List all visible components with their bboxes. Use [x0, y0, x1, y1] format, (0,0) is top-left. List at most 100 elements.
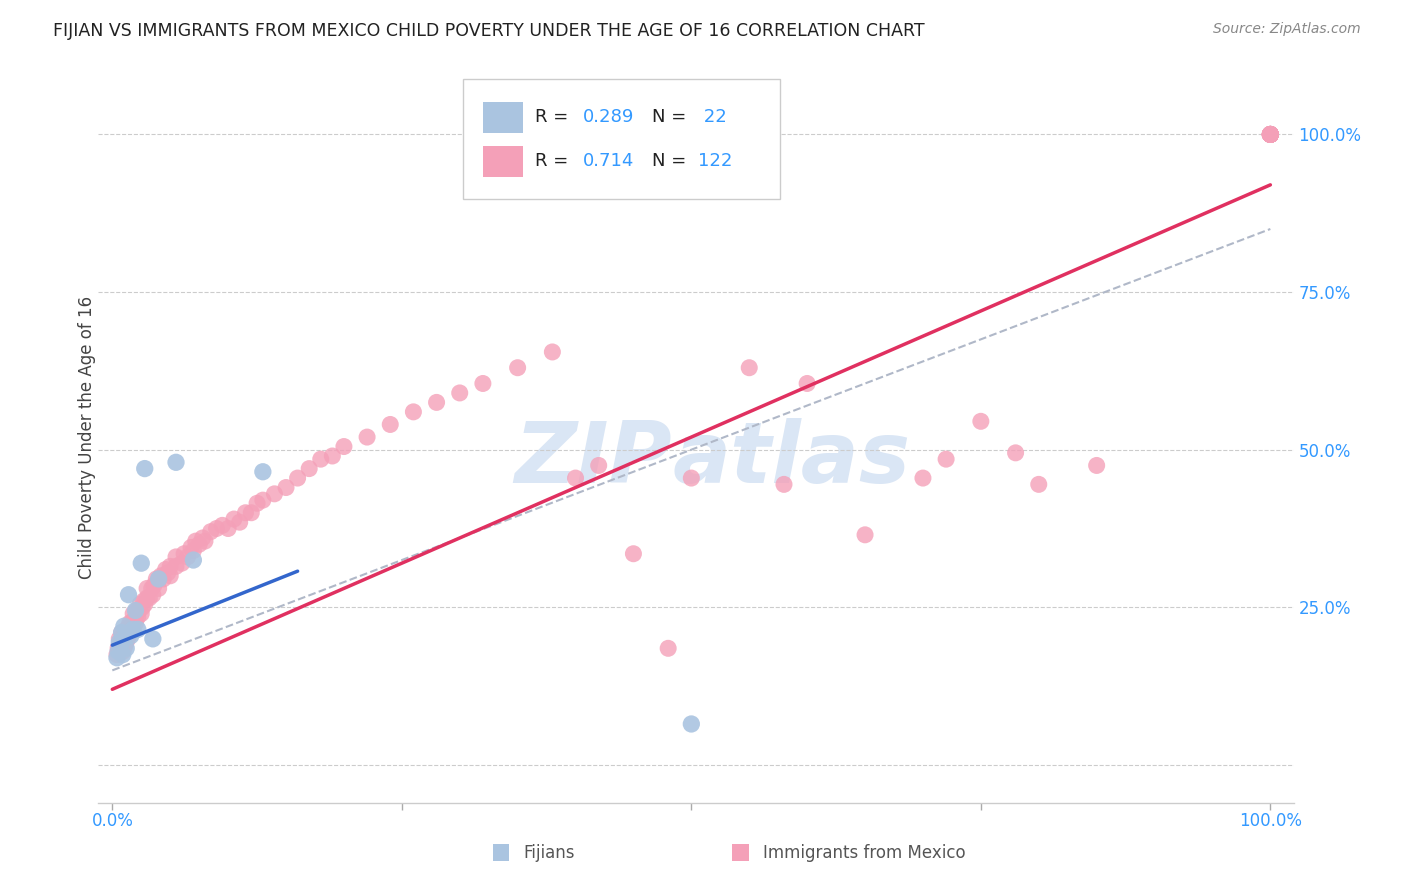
Point — [240, 506, 263, 520]
Point — [1260, 128, 1282, 142]
Point — [170, 556, 193, 570]
Point — [142, 632, 165, 646]
Point — [110, 641, 132, 656]
Point — [356, 430, 378, 444]
Point — [1260, 128, 1282, 142]
Point — [796, 376, 818, 391]
Point — [159, 569, 181, 583]
Point — [142, 588, 165, 602]
Point — [108, 635, 131, 649]
Text: 100.0%: 100.0% — [1239, 813, 1302, 830]
Text: N =: N = — [652, 109, 692, 127]
Point — [152, 572, 174, 586]
Point — [1260, 128, 1282, 142]
FancyBboxPatch shape — [494, 845, 509, 861]
Point — [117, 629, 139, 643]
Point — [184, 534, 207, 549]
Point — [110, 635, 132, 649]
Point — [183, 553, 205, 567]
Point — [506, 360, 529, 375]
Point — [129, 597, 152, 611]
Point — [129, 607, 152, 621]
Point — [121, 619, 143, 633]
Point — [681, 717, 703, 731]
Point — [120, 623, 142, 637]
Point — [449, 386, 471, 401]
Text: Source: ZipAtlas.com: Source: ZipAtlas.com — [1213, 22, 1361, 37]
Point — [122, 623, 145, 637]
Point — [105, 650, 128, 665]
Point — [1260, 128, 1282, 142]
Point — [970, 414, 993, 428]
Text: R =: R = — [534, 109, 574, 127]
Point — [149, 569, 172, 583]
Point — [111, 635, 134, 649]
Point — [1260, 128, 1282, 142]
Point — [127, 609, 149, 624]
FancyBboxPatch shape — [484, 102, 523, 133]
Point — [110, 644, 132, 658]
Point — [1028, 477, 1050, 491]
Text: 0.289: 0.289 — [582, 109, 634, 127]
Point — [274, 481, 297, 495]
Point — [564, 471, 586, 485]
Point — [222, 512, 245, 526]
Point — [112, 635, 135, 649]
Text: 0.0%: 0.0% — [91, 813, 134, 830]
Point — [380, 417, 402, 432]
Point — [118, 616, 141, 631]
Point — [471, 376, 494, 391]
FancyBboxPatch shape — [463, 78, 780, 200]
Point — [228, 515, 250, 529]
Point — [1260, 128, 1282, 142]
Text: 22: 22 — [699, 109, 727, 127]
Text: 0.714: 0.714 — [582, 153, 634, 170]
Y-axis label: Child Poverty Under the Age of 16: Child Poverty Under the Age of 16 — [79, 295, 96, 579]
Point — [165, 549, 187, 564]
Point — [112, 619, 135, 633]
Point — [252, 493, 274, 508]
Point — [134, 597, 156, 611]
Point — [235, 506, 257, 520]
Point — [1260, 128, 1282, 142]
FancyBboxPatch shape — [484, 146, 523, 177]
Point — [131, 600, 153, 615]
Point — [111, 644, 134, 658]
Text: Immigrants from Mexico: Immigrants from Mexico — [763, 844, 966, 862]
Point — [681, 471, 703, 485]
Point — [122, 616, 145, 631]
Point — [107, 644, 129, 658]
Point — [136, 582, 159, 596]
Point — [1260, 128, 1282, 142]
Point — [124, 609, 146, 624]
Point — [773, 477, 796, 491]
Point — [252, 465, 274, 479]
Point — [1085, 458, 1108, 473]
Point — [114, 629, 136, 643]
Point — [1004, 446, 1026, 460]
Point — [107, 641, 129, 656]
Text: atlas: atlas — [672, 417, 910, 500]
Point — [194, 534, 217, 549]
Point — [165, 455, 187, 469]
Point — [402, 405, 425, 419]
Point — [263, 487, 285, 501]
Point — [148, 582, 170, 596]
Point — [217, 521, 239, 535]
Point — [111, 648, 134, 662]
Point — [183, 543, 205, 558]
Point — [1260, 128, 1282, 142]
Point — [188, 537, 211, 551]
Point — [165, 559, 187, 574]
Point — [298, 461, 321, 475]
Text: ZIP: ZIP — [515, 417, 672, 500]
Point — [287, 471, 309, 485]
Point — [173, 547, 195, 561]
Point — [738, 360, 761, 375]
Point — [541, 345, 564, 359]
Point — [180, 541, 202, 555]
Point — [176, 549, 198, 564]
Point — [1260, 128, 1282, 142]
Point — [115, 635, 138, 649]
Point — [112, 625, 135, 640]
